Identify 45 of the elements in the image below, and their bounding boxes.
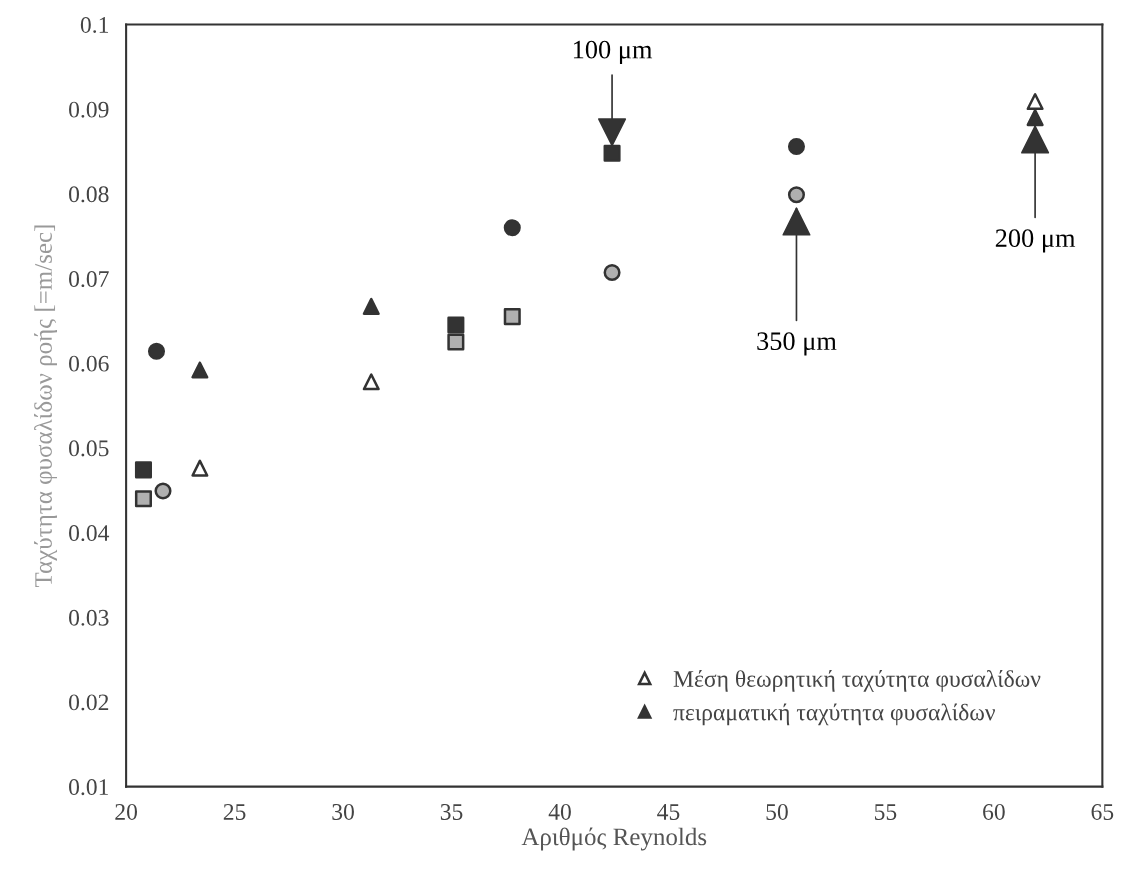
point bbox=[191, 361, 209, 379]
x-tick-label: 55 bbox=[874, 804, 897, 820]
x-tick-label: 45 bbox=[657, 804, 680, 820]
point bbox=[603, 144, 621, 162]
point bbox=[787, 186, 805, 204]
point bbox=[447, 316, 465, 334]
x-tick-label: 35 bbox=[440, 804, 463, 820]
y-tick-label: 0.04 bbox=[69, 525, 110, 542]
y-tick-label: 0.06 bbox=[69, 355, 109, 372]
x-tick-label: 30 bbox=[332, 803, 354, 820]
legend-label: Μέση θεωρητική ταχύτητα φυσαλίδων bbox=[673, 670, 1041, 692]
point bbox=[787, 137, 805, 155]
point bbox=[134, 461, 152, 479]
y-tick-label: 0.09 bbox=[69, 101, 109, 118]
point bbox=[191, 459, 209, 477]
point bbox=[362, 373, 380, 391]
y-axis-title: Ταχύτητα φυσαλίδων ροής [=m/sec] bbox=[34, 225, 58, 588]
y-tick-label: 0.08 bbox=[69, 186, 109, 203]
x-tick-label: 65 bbox=[1091, 804, 1114, 820]
y-tick-label: 0.02 bbox=[69, 694, 109, 711]
point bbox=[503, 308, 521, 326]
x-tick-label: 20 bbox=[115, 803, 138, 820]
annotation: 200 μm bbox=[995, 229, 1076, 253]
point bbox=[1026, 93, 1044, 111]
point bbox=[503, 219, 521, 237]
x-axis-title: Αριθμός Reynolds bbox=[521, 827, 707, 851]
point bbox=[362, 297, 380, 315]
point bbox=[603, 264, 621, 282]
x-tick-label: 40 bbox=[548, 803, 571, 820]
point bbox=[134, 490, 152, 508]
y-tick-label: 0.01 bbox=[69, 779, 109, 796]
point bbox=[447, 333, 465, 351]
annotation: 100 μm bbox=[573, 40, 653, 64]
annotation: 350 μm bbox=[757, 332, 837, 356]
y-tick-label: 0.05 bbox=[69, 440, 109, 457]
x-tick-label: 50 bbox=[766, 803, 788, 820]
y-tick-label: 0.1 bbox=[80, 16, 109, 33]
y-tick-label: 0.07 bbox=[69, 271, 109, 288]
x-tick-label: 60 bbox=[983, 803, 1005, 820]
point bbox=[154, 482, 172, 500]
point bbox=[1026, 109, 1044, 127]
x-tick-label: 25 bbox=[223, 804, 246, 820]
point bbox=[147, 342, 166, 360]
y-tick-label: 0.03 bbox=[69, 609, 109, 626]
legend-label: πειραματική ταχύτητα φυσαλίδων bbox=[673, 703, 995, 726]
